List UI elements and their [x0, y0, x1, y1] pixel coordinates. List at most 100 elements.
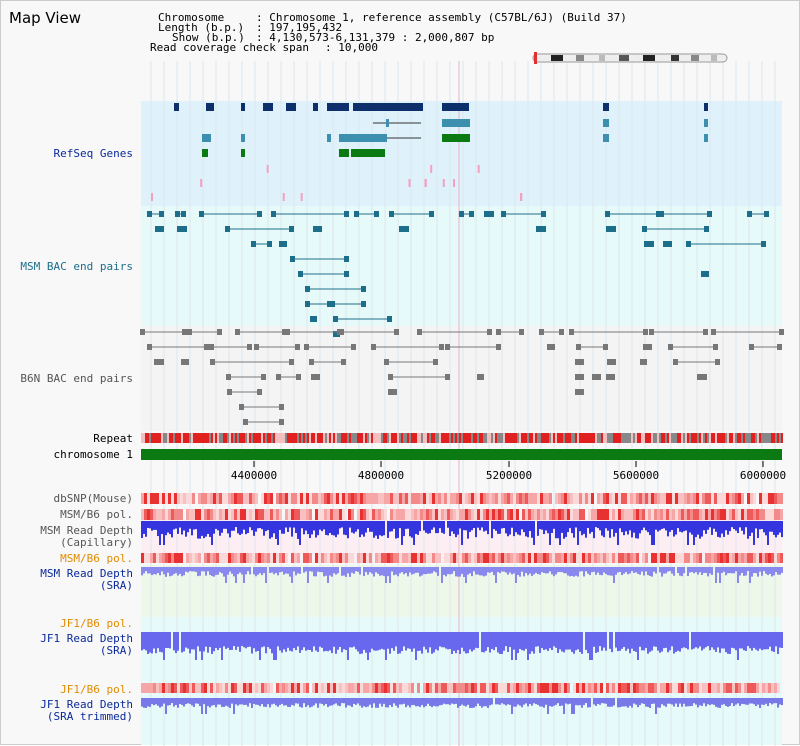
msm-capillary-depth-bar: [253, 521, 255, 536]
dbsnp-cell: [690, 493, 693, 504]
jf1-pol-cell: [201, 683, 204, 693]
msm-pol-cell: [228, 509, 231, 520]
msm-capillary-depth-bar: [285, 521, 287, 528]
jf1-pol-cell: [663, 683, 666, 693]
msm-pol-sra-cell: [219, 553, 222, 563]
repeat-segment: [399, 433, 401, 443]
msm-pol-cell: [288, 509, 291, 520]
jf1-sra-depth-bar: [423, 632, 425, 647]
dbsnp-cell: [189, 493, 192, 504]
msm-capillary-depth-bar: [471, 521, 473, 531]
repeat-segment: [669, 433, 671, 443]
repeat-segment: [323, 433, 325, 443]
refseq-mrna-mark: [408, 179, 411, 187]
msm-pol-cell: [186, 509, 189, 520]
dbsnp-cell: [231, 493, 234, 504]
b6n-bac-pair-end: [257, 389, 262, 395]
jf1-trimmed-depth-bar: [669, 698, 671, 704]
msm-sra-depth-bar: [691, 567, 693, 573]
repeat-segment: [497, 433, 499, 443]
jf1-trimmed-depth-bar: [663, 698, 665, 706]
jf1-sra-depth-bar: [593, 632, 595, 647]
b6n-bac-pair-end: [749, 344, 754, 350]
b6n-bac-pair-end: [351, 344, 356, 350]
jf1-sra-depth-bar: [647, 632, 649, 654]
jf1-sra-depth-bar: [589, 632, 591, 660]
jf1-trimmed-depth-bar: [223, 698, 225, 707]
msm-pol-sra-cell: [471, 553, 474, 563]
dbsnp-cell: [156, 493, 159, 504]
jf1-trimmed-depth-bar: [529, 698, 531, 705]
jf1-sra-depth-bar: [669, 632, 671, 651]
msm-capillary-depth-bar: [323, 521, 325, 530]
msm-pol-cell: [654, 509, 657, 520]
msm-pol-cell: [510, 509, 513, 520]
jf1-sra-depth-bar: [143, 632, 145, 650]
msm-pol-cell: [591, 509, 594, 520]
msm-capillary-depth-bar: [357, 521, 359, 530]
msm-sra-depth-bar: [203, 567, 205, 572]
msm-sra-depth-bar: [415, 567, 417, 573]
jf1-pol-cell: [192, 683, 195, 693]
repeat-segment: [701, 433, 703, 443]
msm-capillary-depth-bar: [697, 521, 699, 535]
repeat-segment: [175, 433, 177, 443]
jf1-sra-depth-bar: [291, 632, 293, 652]
jf1-sra-depth-bar: [381, 632, 383, 649]
msm-capillary-depth-bar: [169, 521, 171, 535]
axis-tick-label: 5600000: [612, 469, 660, 482]
repeat-segment: [279, 433, 281, 443]
msm-pol-cell: [423, 509, 426, 520]
jf1-sra-depth-bar: [485, 632, 487, 651]
jf1-trimmed-depth-bar: [211, 698, 213, 706]
jf1-trimmed-depth-bar: [677, 698, 679, 707]
msm-capillary-depth-bar: [647, 521, 649, 533]
msm-pol-cell: [534, 509, 537, 520]
repeat-segment: [713, 433, 715, 443]
dbsnp-cell: [255, 493, 258, 504]
repeat-segment: [499, 433, 501, 443]
msm-pol-sra-cell: [210, 553, 213, 563]
repeat-segment: [771, 433, 773, 443]
msm-capillary-depth-bar: [591, 521, 593, 532]
msm-capillary-depth-bar: [599, 521, 601, 531]
b6n-bac-pair-end: [261, 374, 266, 380]
repeat-segment: [395, 433, 397, 443]
msm-pol-sra-cell: [246, 553, 249, 563]
repeat-segment: [313, 433, 315, 443]
msm-bac-pair-end: [761, 241, 766, 247]
jf1-trimmed-depth-bar: [429, 698, 431, 706]
jf1-sra-depth-bar: [221, 632, 223, 660]
refseq-mrna-mark: [430, 165, 433, 173]
repeat-segment: [205, 433, 207, 443]
jf1-pol-cell: [714, 683, 717, 693]
msm-capillary-depth-bar: [487, 521, 489, 535]
dbsnp-cell: [153, 493, 156, 504]
jf1-sra-depth-bar: [439, 632, 441, 647]
msm-bac-pair-end: [290, 256, 295, 262]
msm-bac-pair-end: [313, 226, 318, 232]
msm-capillary-depth-bar: [525, 521, 527, 537]
msm-capillary-depth-bar: [181, 521, 183, 535]
b6n-bac-pair-end: [559, 329, 564, 335]
jf1-sra-depth-bar: [237, 632, 239, 647]
jf1-trimmed-depth-bar: [403, 698, 405, 704]
msm-pol-sra-cell: [252, 553, 255, 563]
dbsnp-cell: [333, 493, 336, 504]
msm-sra-depth-bar: [633, 567, 635, 573]
msm-capillary-depth-bar: [377, 521, 379, 539]
jf1-sra-depth-bar: [489, 632, 491, 653]
dbsnp-cell: [528, 493, 531, 504]
jf1-pol-cell: [456, 683, 459, 693]
msm-pol-sra-cell: [678, 553, 681, 563]
jf1-trimmed-depth-bar: [723, 698, 725, 705]
repeat-segment: [583, 433, 585, 443]
b6n-bac-pair-end: [647, 344, 652, 350]
jf1-trimmed-depth-bar: [671, 698, 673, 705]
jf1-pol-cell: [387, 683, 390, 693]
jf1-trimmed-depth-bar: [271, 698, 273, 705]
msm-capillary-depth-bar: [541, 521, 543, 530]
jf1-sra-depth-bar: [215, 632, 217, 648]
dbsnp-label: dbSNP(Mouse): [53, 492, 133, 505]
